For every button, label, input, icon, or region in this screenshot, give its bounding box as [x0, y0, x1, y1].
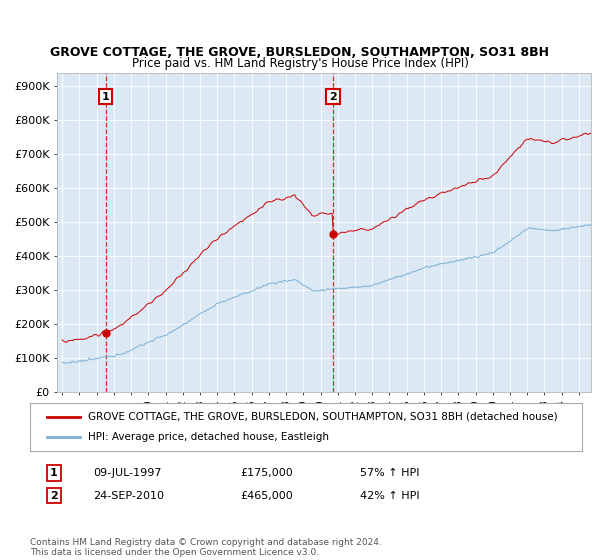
Text: 1: 1 — [102, 92, 110, 101]
Text: 2: 2 — [50, 491, 58, 501]
Text: 1: 1 — [50, 468, 58, 478]
Text: 09-JUL-1997: 09-JUL-1997 — [93, 468, 161, 478]
Text: 24-SEP-2010: 24-SEP-2010 — [93, 491, 164, 501]
Text: £175,000: £175,000 — [240, 468, 293, 478]
Text: Price paid vs. HM Land Registry's House Price Index (HPI): Price paid vs. HM Land Registry's House … — [131, 57, 469, 70]
Text: 42% ↑ HPI: 42% ↑ HPI — [360, 491, 419, 501]
Text: HPI: Average price, detached house, Eastleigh: HPI: Average price, detached house, East… — [88, 432, 329, 442]
Text: 2: 2 — [329, 92, 337, 101]
Text: Contains HM Land Registry data © Crown copyright and database right 2024.
This d: Contains HM Land Registry data © Crown c… — [30, 538, 382, 557]
Text: £465,000: £465,000 — [240, 491, 293, 501]
Text: GROVE COTTAGE, THE GROVE, BURSLEDON, SOUTHAMPTON, SO31 8BH (detached house): GROVE COTTAGE, THE GROVE, BURSLEDON, SOU… — [88, 412, 557, 422]
Text: GROVE COTTAGE, THE GROVE, BURSLEDON, SOUTHAMPTON, SO31 8BH: GROVE COTTAGE, THE GROVE, BURSLEDON, SOU… — [50, 46, 550, 59]
Text: 57% ↑ HPI: 57% ↑ HPI — [360, 468, 419, 478]
